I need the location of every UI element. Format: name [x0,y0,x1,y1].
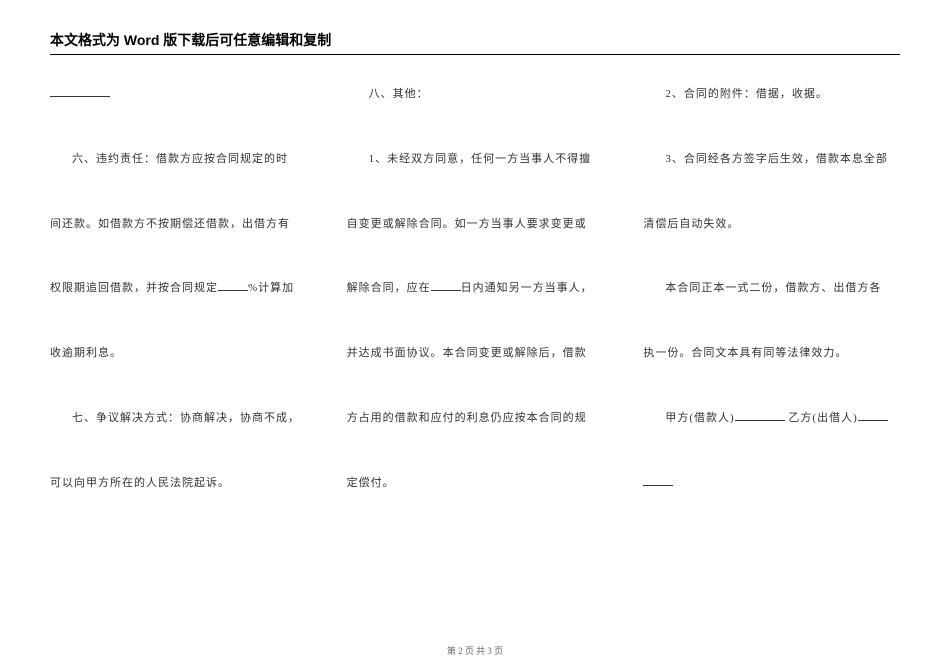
col2-p3: 自变更或解除合同。如一方当事人要求变更或 [347,215,604,235]
page-footer: 第 2 页 共 3 页 [0,644,950,657]
col3-p6-a: 甲方(借款人) [665,412,734,424]
col3-p2: 3、合同经各方签字后生效，借款本息全部 [643,150,900,170]
col1-p4-b: %计算加 [248,282,294,294]
col2-p5: 并达成书面协议。本合同变更或解除后，借款 [347,344,604,364]
column-1: 六、违约责任：借款方应按合同规定的时 间还款。如借款方不按期偿还借款，出借方有 … [50,85,307,539]
col3-p1: 2、合同的附件：借据，收据。 [643,85,900,105]
col2-p4: 解除合同，应在 日内通知另一方当事人， [347,279,604,299]
col3-p6-b: 乙方(出借人) [785,412,858,424]
col1-p7: 可以向甲方所在的人民法院起诉。 [50,474,307,494]
col1-blank-line [50,85,307,105]
col2-p4-b: 日内通知另一方当事人， [461,282,593,294]
col2-p1: 八、其他： [347,85,604,105]
col1-p6: 七、争议解决方式：协商解决，协商不成， [50,409,307,429]
col1-p2: 六、违约责任：借款方应按合同规定的时 [50,150,307,170]
col2-p6: 方占用的借款和应付的利息仍应按本合同的规 [347,409,604,429]
col3-p6: 甲方(借款人) 乙方(出借人) [643,409,900,429]
col1-p3: 间还款。如借款方不按期偿还借款，出借方有 [50,215,307,235]
column-2: 八、其他： 1、未经双方同意，任何一方当事人不得擅 自变更或解除合同。如一方当事… [347,85,604,539]
col1-p5: 收逾期利息。 [50,344,307,364]
col3-p7 [643,474,900,494]
column-3: 2、合同的附件：借据，收据。 3、合同经各方签字后生效，借款本息全部 清偿后自动… [643,85,900,539]
col1-p4-a: 权限期追回借款，并按合同规定 [50,282,218,294]
col2-p7: 定偿付。 [347,474,604,494]
col3-p5: 执一份。合同文本具有同等法律效力。 [643,344,900,364]
col2-p4-a: 解除合同，应在 [347,282,431,294]
content-columns: 六、违约责任：借款方应按合同规定的时 间还款。如借款方不按期偿还借款，出借方有 … [50,85,900,539]
page-header: 本文格式为 Word 版下载后可任意编辑和复制 [50,30,900,55]
col2-p2: 1、未经双方同意，任何一方当事人不得擅 [347,150,604,170]
col1-p4: 权限期追回借款，并按合同规定 %计算加 [50,279,307,299]
col3-p4: 本合同正本一式二份，借款方、出借方各 [643,279,900,299]
col3-p3: 清偿后自动失效。 [643,215,900,235]
